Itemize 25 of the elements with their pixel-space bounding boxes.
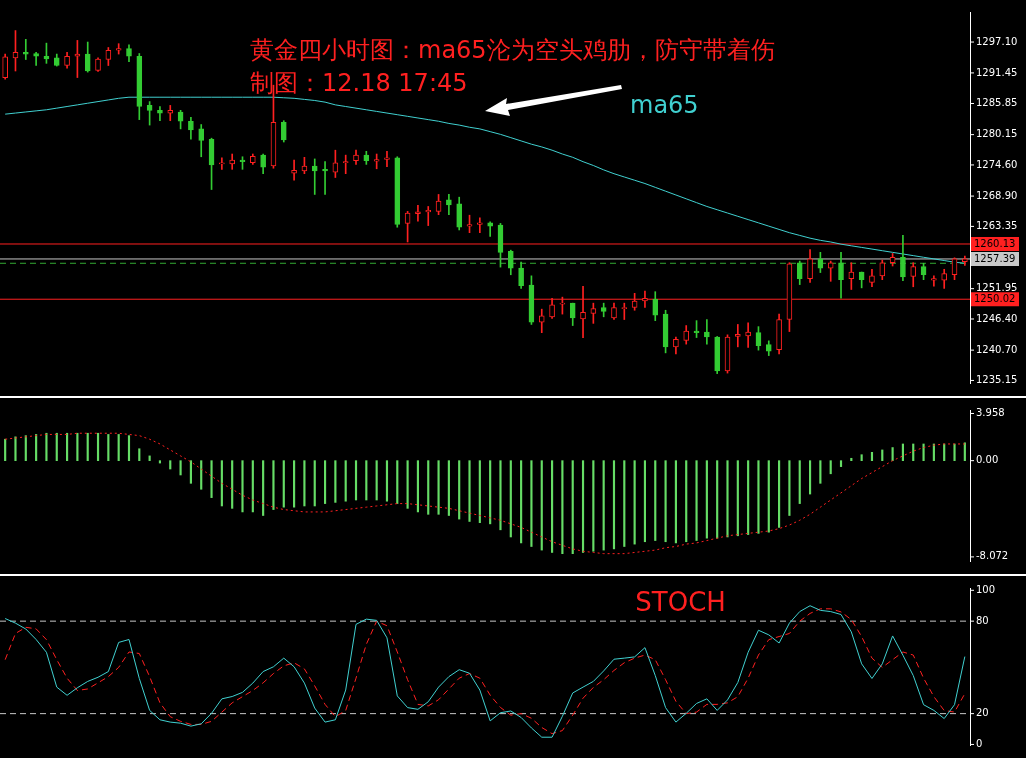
text: ma65 <box>630 91 699 120</box>
y-tick-label: 100 <box>976 583 996 595</box>
y-tick-label: 1240.70 <box>976 343 1018 355</box>
ref-line-label: 1260.13 <box>974 237 1016 249</box>
ref-line-label: 1257.39 <box>974 252 1016 264</box>
y-tick-label: 3.958 <box>976 407 1005 419</box>
y-tick-label: 1263.35 <box>976 220 1018 231</box>
annotation: STOCH <box>635 586 726 617</box>
y-tick-label: 1280.15 <box>976 128 1018 140</box>
y-tick-label: -8.072 <box>976 550 1009 562</box>
y-tick-label: 1274.60 <box>976 158 1018 170</box>
ref-line-label: 1250.02 <box>974 292 1016 304</box>
y-tick-label: 1285.85 <box>976 97 1018 109</box>
y-tick-label: 0 <box>976 738 983 750</box>
y-tick-label: 0.00 <box>976 454 999 466</box>
y-tick-label: 1251.95 <box>976 282 1018 294</box>
y-tick-label: 1297.10 <box>976 35 1018 47</box>
y-tick-label: 20 <box>976 707 989 719</box>
y-tick-label: 80 <box>976 614 989 626</box>
text: 黄金四小时图：ma65沦为空头鸡肋，防守带着伤 <box>250 36 775 65</box>
y-tick-label: 1291.45 <box>976 66 1018 78</box>
y-tick-label: 1235.15 <box>976 374 1018 386</box>
y-tick-label: 1268.90 <box>976 189 1018 201</box>
y-tick-label: 1246.40 <box>976 312 1018 324</box>
text: 制图：12.18 17:45 <box>250 69 468 98</box>
